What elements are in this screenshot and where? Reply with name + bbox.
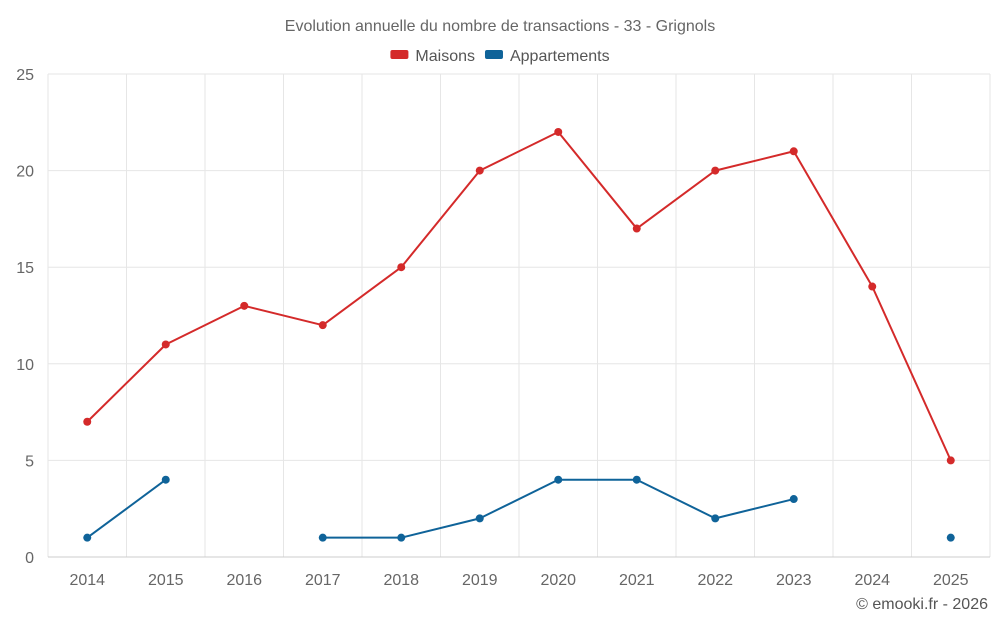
legend-label: Maisons (415, 48, 475, 65)
y-tick-label: 5 (25, 453, 34, 470)
data-point-appartements[interactable] (318, 533, 327, 542)
data-point-appartements[interactable] (83, 533, 92, 542)
legend: Maisons Appartements (390, 48, 610, 65)
data-point-maisons[interactable] (711, 166, 720, 175)
series-line-maisons (86, 130, 952, 461)
series-line-appartements (322, 478, 794, 539)
data-point-maisons[interactable] (83, 417, 92, 426)
x-tick-label: 2015 (148, 572, 184, 589)
y-tick-label: 20 (16, 164, 34, 181)
data-point-maisons[interactable] (946, 456, 955, 465)
legend-item-maisons[interactable]: Maisons (390, 48, 475, 65)
y-tick-label: 25 (16, 67, 34, 84)
chart-title: Evolution annuelle du nombre de transact… (285, 18, 715, 35)
data-point-appartements[interactable] (711, 514, 720, 523)
data-point-maisons[interactable] (868, 282, 877, 291)
data-point-appartements[interactable] (554, 475, 563, 484)
legend-label: Appartements (510, 48, 610, 65)
data-point-appartements[interactable] (632, 475, 641, 484)
x-tick-label: 2021 (619, 572, 655, 589)
data-point-appartements[interactable] (397, 533, 406, 542)
x-tick-label: 2017 (305, 572, 341, 589)
data-point-maisons[interactable] (475, 166, 484, 175)
grid (47, 73, 991, 558)
data-point-maisons[interactable] (240, 301, 249, 310)
data-point-appartements[interactable] (946, 533, 955, 542)
data-point-maisons[interactable] (554, 127, 563, 136)
data-point-appartements[interactable] (475, 514, 484, 523)
x-tick-label: 2020 (540, 572, 576, 589)
series-group (83, 127, 955, 542)
x-tick-label: 2025 (933, 572, 969, 589)
x-tick-label: 2019 (462, 572, 498, 589)
credit-text: © emooki.fr - 2026 (856, 596, 988, 613)
data-point-maisons[interactable] (789, 147, 798, 156)
x-tick-label: 2023 (776, 572, 812, 589)
data-point-maisons[interactable] (318, 321, 327, 330)
y-tick-label: 0 (25, 550, 34, 567)
y-tick-label: 15 (16, 260, 34, 277)
data-point-appartements[interactable] (789, 495, 798, 504)
y-axis: 0 5 10 15 20 25 (16, 67, 34, 567)
x-tick-label: 2014 (69, 572, 105, 589)
data-point-maisons[interactable] (632, 224, 641, 233)
series-line-appartements (86, 478, 167, 539)
data-point-maisons[interactable] (161, 340, 170, 349)
legend-swatch (484, 50, 503, 59)
y-tick-label: 10 (16, 357, 34, 374)
data-point-maisons[interactable] (397, 263, 406, 272)
legend-swatch (390, 50, 409, 59)
x-tick-label: 2016 (226, 572, 262, 589)
x-tick-label: 2018 (383, 572, 419, 589)
x-tick-label: 2024 (854, 572, 890, 589)
x-tick-label: 2022 (697, 572, 733, 589)
data-point-appartements[interactable] (161, 475, 170, 484)
x-axis: 2014 2015 2016 2017 2018 2019 2020 2021 2022 2023… (69, 572, 968, 589)
legend-item-appartements[interactable]: Appartements (484, 48, 610, 65)
